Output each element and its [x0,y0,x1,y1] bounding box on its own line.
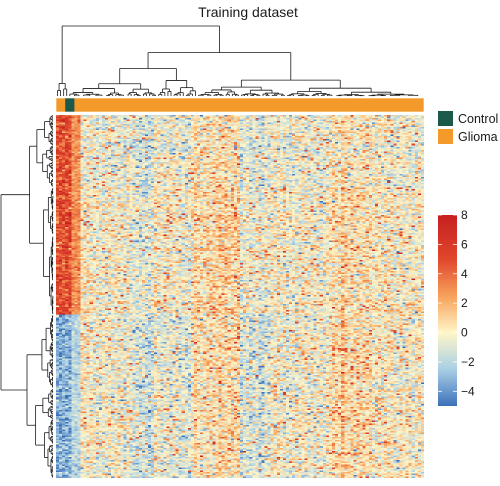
color-scale-tick-label: 4 [461,267,468,281]
color-scale-bar [438,215,457,406]
legend-swatch-glioma [438,129,453,144]
legend-label-control: Control [458,112,498,126]
sample-annotation-bar [55,97,425,113]
color-scale-legend: 8 6 4 2 0 −2 −4 [438,208,475,406]
legend-label-glioma: Glioma [458,130,498,144]
annotation-control-segment [65,98,75,112]
color-scale-tick-label: 0 [461,326,468,340]
annotation-legend: Control Glioma [438,111,498,144]
heatmap-matrix [56,115,424,478]
color-scale-tick-label: −4 [461,384,475,398]
legend-swatch-control [438,111,453,126]
color-scale-tick-label: 6 [461,237,468,251]
color-scale-tick-label: 8 [461,208,468,222]
chart-title: Training dataset [198,4,298,20]
color-scale-tick-label: −2 [461,355,475,369]
color-scale-ticks: 8 6 4 2 0 −2 −4 [438,208,475,398]
row-dendrogram [0,115,54,478]
annotation-glioma-segment [56,98,424,112]
color-scale-tick-label: 2 [461,296,468,310]
annotation-bar-frame [55,97,425,113]
column-dendrogram [57,25,419,97]
